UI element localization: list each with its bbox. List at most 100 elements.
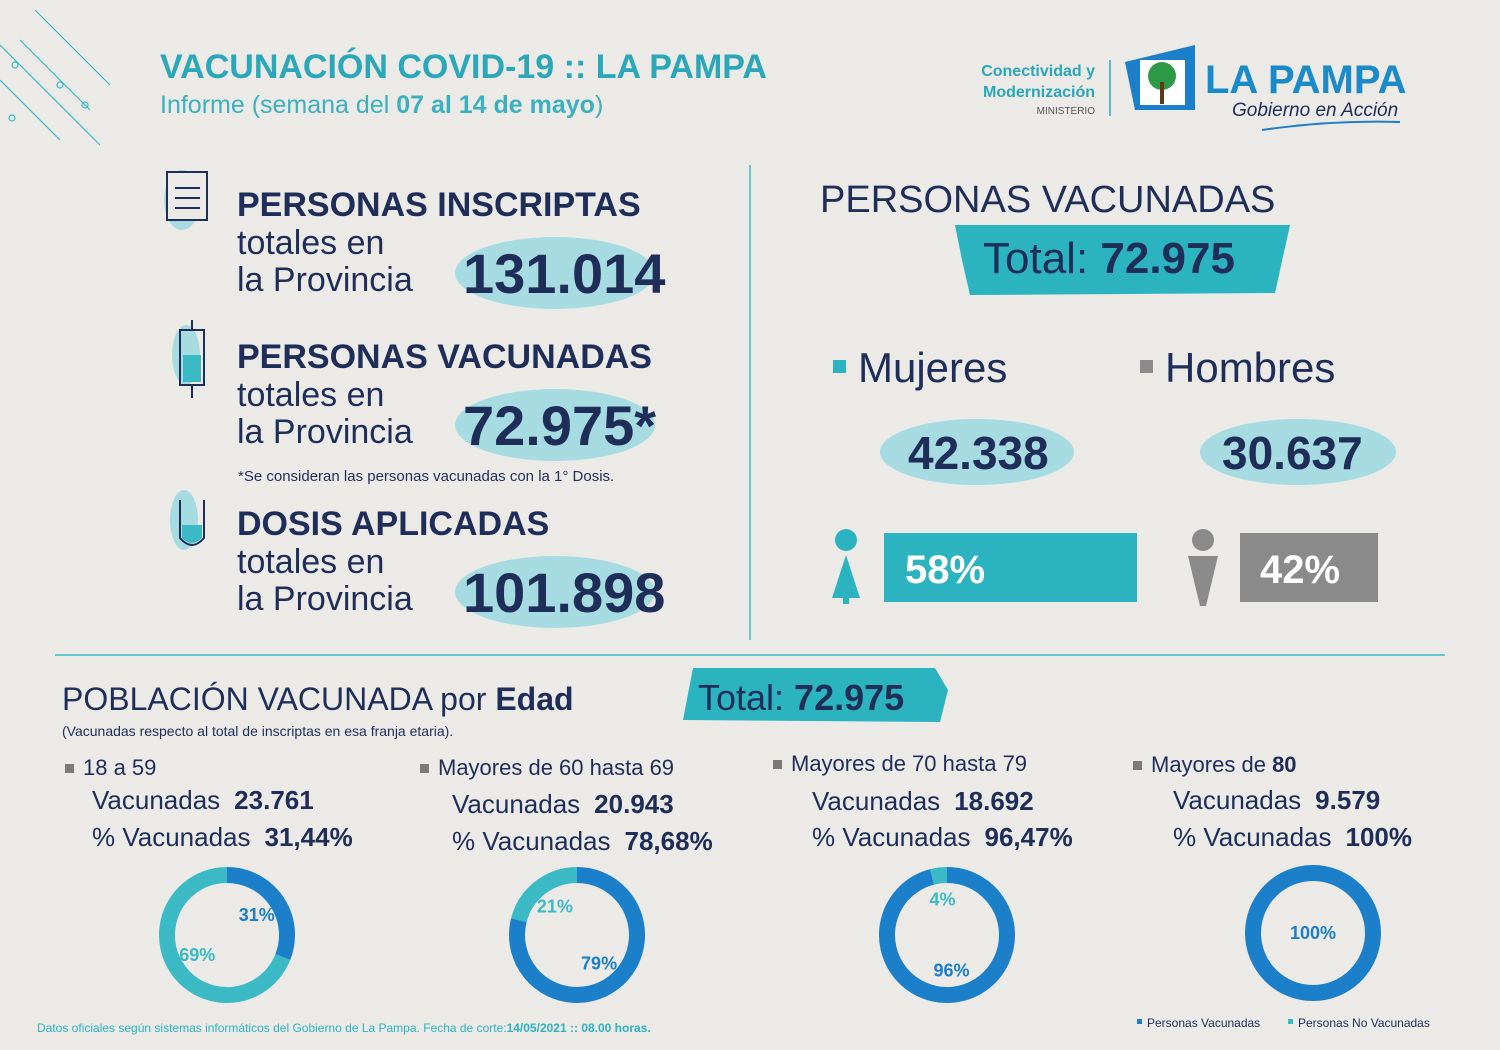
blob	[455, 389, 655, 461]
footer-text: Datos oficiales según sistemas informáti…	[37, 1021, 507, 1035]
bullet	[833, 360, 846, 373]
stat-line: la Provincia	[237, 413, 413, 451]
group-vacunadas: Vacunadas 18.692	[812, 786, 1034, 816]
group-label: Mayores de 80	[1151, 752, 1297, 777]
ministry: Conectividad y	[981, 63, 1095, 80]
total-value: 72.975	[794, 677, 904, 718]
total-badge	[683, 668, 948, 722]
donut-label: 79%	[581, 953, 617, 973]
stat-icons	[164, 170, 208, 550]
woman-icon	[832, 529, 860, 604]
group-label-text: Mayores de 60 hasta 69	[438, 755, 674, 780]
donut-label: 96%	[933, 961, 969, 981]
donut-segment	[509, 867, 645, 1003]
blob	[1200, 419, 1396, 485]
age-title-bold: Edad	[495, 681, 573, 717]
subtitle-suffix: )	[595, 91, 603, 119]
group-vacunadas: Vacunadas 20.943	[452, 789, 674, 819]
vacunadas-value: 9.579	[1315, 785, 1380, 815]
stat-title: PERSONAS INSCRIPTAS	[237, 186, 641, 224]
vacunadas-label: Vacunadas	[452, 789, 580, 819]
women-label: Mujeres	[858, 344, 1007, 391]
vacunadas-value: 18.692	[954, 786, 1034, 816]
donut-label: 21%	[537, 897, 573, 917]
total-badge	[955, 225, 1290, 295]
pct-value: 78,68%	[625, 826, 713, 856]
donut-label: 31%	[239, 905, 275, 925]
group-label-bold: 80	[1272, 752, 1296, 777]
bullet	[773, 760, 782, 769]
group-label: Mayores de 70 hasta 79	[791, 751, 1027, 776]
tagline-swoosh	[1261, 120, 1401, 131]
stat-value: 131.014	[463, 242, 665, 305]
donut-segment	[1245, 865, 1381, 1001]
bullet	[420, 764, 429, 773]
stat-note: *Se consideran las personas vacunadas co…	[238, 468, 614, 485]
men-label: Hombres	[1165, 344, 1335, 391]
pct-label: % Vacunadas	[452, 826, 611, 856]
legend-swatch	[1137, 1019, 1142, 1024]
brand: LA PAMPA	[1205, 58, 1406, 102]
total-label: Total:	[983, 234, 1100, 283]
vacunadas-label: Vacunadas	[1173, 785, 1301, 815]
men-share: 42%	[1260, 548, 1340, 592]
subtitle-prefix: Informe (semana del	[160, 91, 396, 119]
man-icon	[1188, 529, 1218, 606]
group-pct: % Vacunadas 31,44%	[92, 822, 353, 852]
ministry: Modernización	[983, 84, 1095, 101]
footer: Datos oficiales según sistemas informáti…	[37, 1021, 651, 1035]
ministry-label: MINISTERIO	[1037, 106, 1096, 117]
men-share-bar	[1240, 533, 1378, 602]
donut-segment	[159, 867, 291, 1003]
legend-label: Personas No Vacunadas	[1298, 1016, 1430, 1030]
section-title: PERSONAS VACUNADAS	[820, 179, 1275, 221]
donut-label: 69%	[179, 945, 215, 965]
group-label-text: Mayores de	[1151, 752, 1272, 777]
blob	[455, 556, 655, 628]
age-title: POBLACIÓN VACUNADA por Edad	[62, 681, 574, 717]
vacunadas-value: 20.943	[594, 789, 674, 819]
age-note: (Vacunadas respecto al total de inscript…	[62, 723, 453, 739]
subtitle: Informe (semana del 07 al 14 de mayo)	[160, 91, 603, 119]
group-pct: % Vacunadas 96,47%	[812, 822, 1073, 852]
blob	[455, 237, 655, 309]
donut-segment	[511, 867, 578, 923]
pct-value: 96,47%	[985, 822, 1073, 852]
donut-label: 4%	[929, 889, 955, 909]
group-pct: % Vacunadas 100%	[1173, 822, 1412, 852]
total: Total: 72.975	[983, 234, 1235, 283]
bullet	[1133, 761, 1142, 770]
bullet	[65, 764, 74, 773]
decoration	[0, 9, 111, 146]
vacunadas-value: 23.761	[234, 785, 314, 815]
donut-segment	[879, 867, 1015, 1003]
age-title-prefix: POBLACIÓN VACUNADA por	[62, 681, 495, 717]
footer-date: 14/05/2021 :: 08.00 horas.	[507, 1021, 651, 1035]
stat-line: totales en	[237, 376, 384, 414]
total-value: 72.975	[1100, 234, 1235, 283]
bullet	[1140, 360, 1153, 373]
title: VACUNACIÓN COVID-19 :: LA PAMPA	[160, 48, 767, 86]
logo-icon	[1125, 45, 1195, 110]
stat-line: totales en	[237, 543, 384, 581]
legend-label: Personas Vacunadas	[1147, 1016, 1260, 1030]
group-label-text: Mayores de 70 hasta 79	[791, 751, 1027, 776]
pct-value: 100%	[1346, 822, 1413, 852]
age-total: Total: 72.975	[698, 677, 904, 718]
pct-label: % Vacunadas	[1173, 822, 1332, 852]
women-share: 58%	[905, 548, 985, 592]
stat-value: 101.898	[463, 561, 665, 624]
vacunadas-label: Vacunadas	[812, 786, 940, 816]
men-count: 30.637	[1222, 427, 1363, 479]
women-count: 42.338	[908, 427, 1049, 479]
total-label: Total:	[698, 677, 794, 718]
donut-segment	[226, 867, 295, 961]
legend-swatch	[1288, 1019, 1293, 1024]
stat-line: la Provincia	[237, 580, 413, 618]
stat-line: totales en	[237, 224, 384, 262]
group-label-text: 18 a 59	[83, 755, 156, 780]
donut-segment	[930, 867, 948, 885]
women-share-bar	[884, 533, 1137, 602]
group-pct: % Vacunadas 78,68%	[452, 826, 713, 856]
